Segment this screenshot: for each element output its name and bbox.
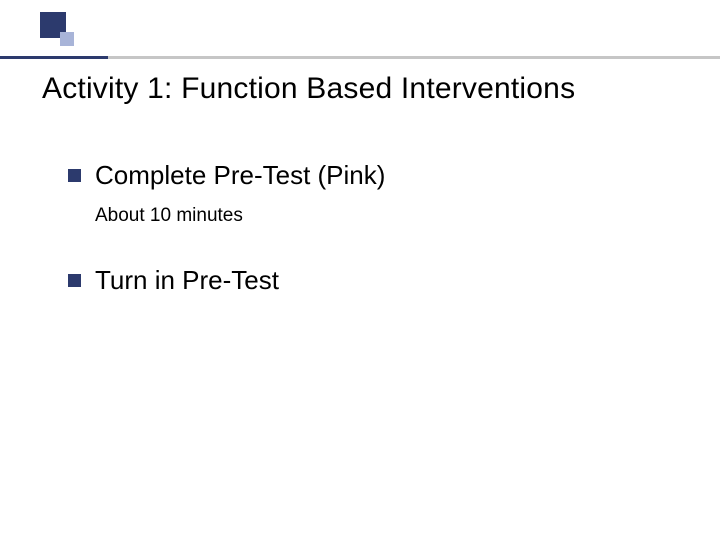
header-line-light xyxy=(108,56,720,59)
slide: Activity 1: Function Based Interventions… xyxy=(0,0,720,540)
header-line-dark xyxy=(0,56,108,59)
content-area: Complete Pre-Test (Pink) About 10 minute… xyxy=(68,160,648,304)
bullet-text: Complete Pre-Test (Pink) xyxy=(95,160,385,191)
bullet-text: Turn in Pre-Test xyxy=(95,265,279,296)
slide-title: Activity 1: Function Based Interventions xyxy=(42,72,575,106)
bullet-subtext: About 10 minutes xyxy=(95,205,648,227)
bullet-item: Complete Pre-Test (Pink) xyxy=(68,160,648,191)
bullet-icon xyxy=(68,169,81,182)
header-decoration xyxy=(0,12,720,46)
accent-square-small xyxy=(60,32,74,46)
bullet-icon xyxy=(68,274,81,287)
bullet-item: Turn in Pre-Test xyxy=(68,265,648,296)
